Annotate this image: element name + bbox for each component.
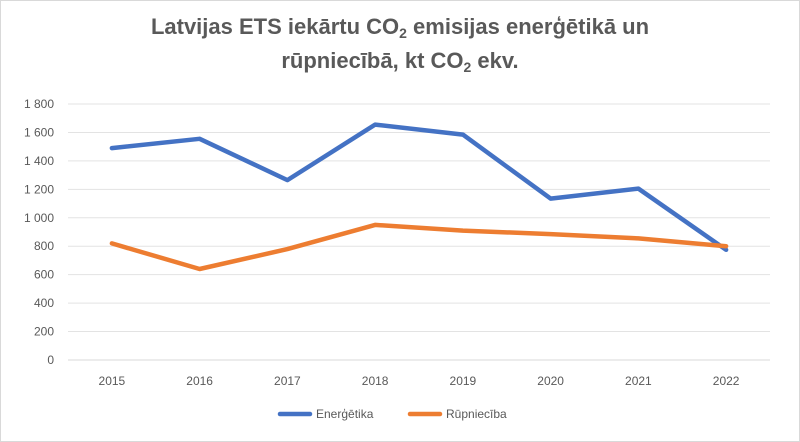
chart-title-line-2: rūpniecībā, kt CO2 ekv. <box>281 48 519 75</box>
y-tick-label: 0 <box>47 353 54 367</box>
legend-label-2: Rūpniecība <box>446 407 507 421</box>
chart-title: Latvijas ETS iekārtu CO2 emisijas enerģē… <box>0 10 800 78</box>
y-tick-label: 1 400 <box>24 154 54 168</box>
x-tick-label: 2021 <box>625 374 652 388</box>
y-tick-label: 800 <box>34 239 54 253</box>
x-tick-label: 2018 <box>362 374 389 388</box>
series-line-1 <box>109 122 729 253</box>
x-tick-label: 2020 <box>537 374 564 388</box>
y-tick-label: 1 600 <box>24 125 54 139</box>
y-tick-label: 1 800 <box>24 97 54 111</box>
legend-label-1: Enerģētika <box>316 407 374 421</box>
y-tick-label: 200 <box>34 325 54 339</box>
y-tick-label: 400 <box>34 296 54 310</box>
x-tick-label: 2016 <box>186 374 213 388</box>
x-tick-label: 2019 <box>450 374 477 388</box>
x-tick-label: 2017 <box>274 374 301 388</box>
x-tick-label: 2022 <box>713 374 740 388</box>
y-tick-label: 1 000 <box>24 211 54 225</box>
y-tick-label: 1 200 <box>24 182 54 196</box>
x-tick-label: 2015 <box>99 374 126 388</box>
chart-title-line-1: Latvijas ETS iekārtu CO2 emisijas enerģē… <box>150 14 650 41</box>
series-line-2 <box>109 222 729 272</box>
y-tick-label: 600 <box>34 268 54 282</box>
